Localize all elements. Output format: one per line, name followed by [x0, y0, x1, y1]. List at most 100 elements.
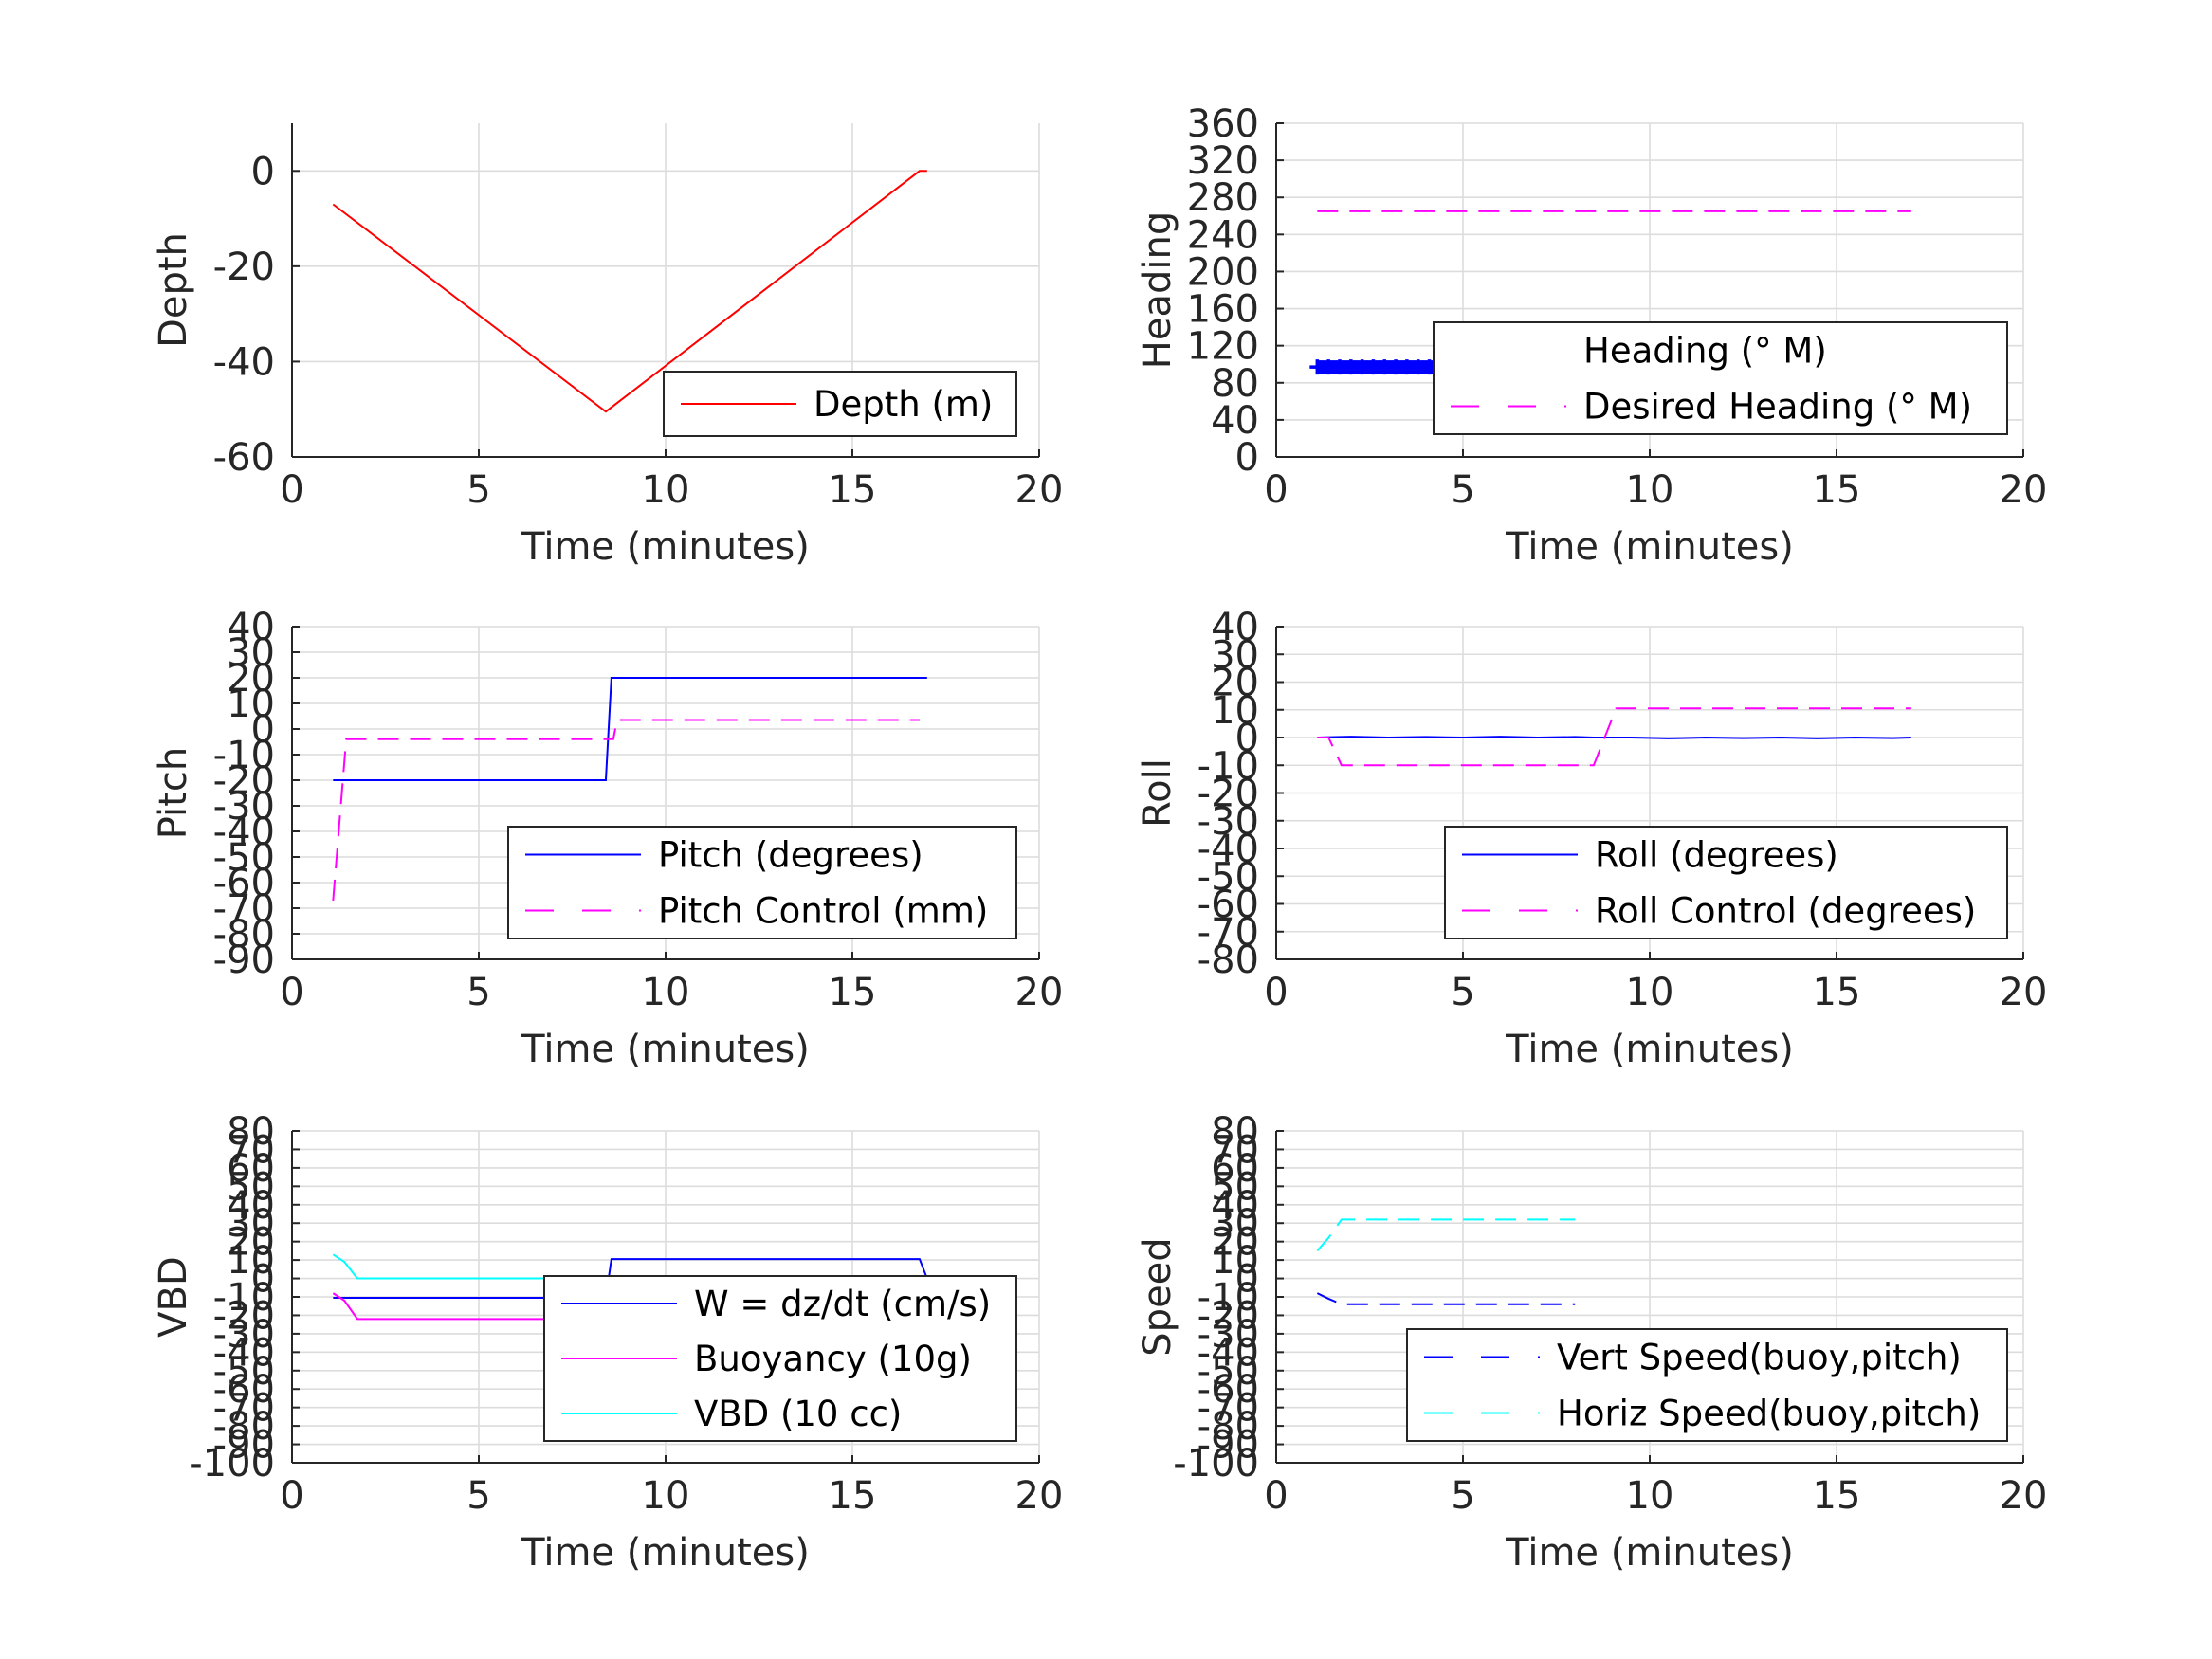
y-tick-label: -80 [213, 913, 275, 957]
y-tick-label: 120 [1187, 325, 1259, 369]
y-tick-label: -60 [213, 1368, 275, 1412]
series-line [1316, 1218, 1576, 1252]
legend: Pitch (degrees) Pitch Control (mm) [507, 826, 1017, 939]
series-line [332, 1253, 592, 1280]
y-tick-label: -40 [213, 340, 275, 384]
y-tick-label: -20 [213, 246, 275, 289]
x-tick-label: 10 [642, 1474, 690, 1518]
y-tick-label: -90 [1197, 1424, 1259, 1468]
x-axis-label: Time (minutes) [521, 1028, 810, 1071]
y-tick-label: -20 [1197, 1294, 1259, 1338]
subplot-4: 0 5 10 15 20-80-70-60-50-40-30-20-1001020304… [1136, 606, 2047, 1071]
y-tick-label: -100 [189, 1442, 275, 1486]
legend-label: Desired Heading (° M) [1583, 387, 1972, 428]
y-tick-label: 200 [1187, 250, 1259, 294]
y-tick-label: 0 [251, 1258, 275, 1302]
y-tick-label: 10 [1211, 689, 1259, 733]
y-tick-label: 50 [227, 1165, 275, 1209]
series-line [332, 719, 920, 901]
x-tick-label: 15 [829, 468, 877, 512]
x-tick-label: 20 [1015, 468, 1064, 512]
y-tick-label: 20 [1211, 1221, 1259, 1265]
x-tick-label: 15 [829, 1474, 877, 1518]
y-tick-label: -80 [213, 1405, 275, 1449]
x-tick-label: 5 [466, 971, 490, 1014]
subplot-3: 0 5 10 15 20-90-80-70-60-50-40-30-20-1001020… [152, 606, 1063, 1071]
x-axis-label: Time (minutes) [521, 1531, 810, 1575]
y-tick-label: -50 [213, 836, 275, 880]
series-line [1317, 707, 1911, 767]
y-tick-label: -100 [1173, 1442, 1259, 1486]
subplot-1: 0 5 10 15 20 -60 -40 -20 0 Time (minutes) Depth Dep… [152, 123, 1063, 569]
y-tick-label: 40 [227, 1184, 275, 1228]
y-tick-label: -60 [213, 436, 275, 480]
x-tick-label: 10 [642, 468, 690, 512]
subplot-6: 0 5 10 15 20-100-90-80-70-60-50-40-30-20-100… [1136, 1110, 2047, 1575]
x-axis-label: Time (minutes) [521, 525, 810, 569]
y-tick-label: 30 [227, 1202, 275, 1246]
x-tick-label: 10 [1626, 468, 1674, 512]
legend-label: Heading (° M) [1583, 331, 1827, 372]
y-tick-label: -10 [1197, 744, 1259, 788]
y-tick-label: 80 [1211, 362, 1259, 406]
x-tick-label: 5 [466, 468, 490, 512]
y-tick-label: -40 [213, 811, 275, 854]
x-tick-label: 0 [1264, 971, 1288, 1014]
legend-label: Horiz Speed(buoy,pitch) [1557, 1394, 1981, 1434]
y-tick-label: -70 [213, 1387, 275, 1431]
y-tick-label: 10 [227, 1239, 275, 1283]
y-tick-label: -40 [213, 1331, 275, 1375]
y-tick-label: 70 [227, 1128, 275, 1172]
legend-label: Buoyancy (10g) [694, 1339, 972, 1379]
x-tick-label: 10 [642, 971, 690, 1014]
series-line [1316, 1292, 1576, 1305]
y-tick-label: 0 [1235, 717, 1259, 760]
x-tick-label: 20 [2000, 468, 2048, 512]
y-tick-label: 160 [1187, 288, 1259, 332]
legend-box [1444, 826, 2008, 939]
legend-box [1406, 1328, 2008, 1442]
x-tick-label: 5 [466, 1474, 490, 1518]
x-tick-label: 10 [1626, 1474, 1674, 1518]
y-tick-label: -10 [213, 1276, 275, 1320]
y-tick-label: -20 [213, 759, 275, 803]
x-tick-label: 5 [1451, 1474, 1474, 1518]
x-tick-label: 15 [1813, 468, 1861, 512]
y-tick-label: 40 [1211, 1184, 1259, 1228]
x-axis-label: Time (minutes) [1505, 1531, 1794, 1575]
y-tick-label: 20 [227, 657, 275, 701]
y-tick-label: 240 [1187, 213, 1259, 257]
x-tick-label: 20 [2000, 971, 2048, 1014]
y-tick-label: -70 [213, 887, 275, 931]
y-tick-label: -50 [1197, 1350, 1259, 1394]
legend-box [1433, 321, 2008, 435]
y-tick-label: -90 [213, 939, 275, 982]
y-tick-label: -90 [213, 1424, 275, 1468]
y-axis-label: Heading [1136, 211, 1179, 369]
legend-label: Pitch Control (mm) [658, 891, 988, 932]
y-tick-label: 30 [1211, 633, 1259, 677]
y-axis-label: Speed [1136, 1237, 1179, 1356]
y-tick-label: -30 [1197, 800, 1259, 844]
x-tick-label: 15 [1813, 1474, 1861, 1518]
x-tick-label: 20 [1015, 971, 1064, 1014]
x-tick-label: 15 [829, 971, 877, 1014]
x-tick-label: 15 [1813, 971, 1861, 1014]
y-tick-label: 0 [251, 708, 275, 752]
y-axis-label: VBD [152, 1256, 195, 1338]
legend: Depth (m) [663, 371, 1017, 437]
y-tick-label: -60 [213, 862, 275, 905]
y-tick-label: -50 [1197, 855, 1259, 899]
legend: Vert Speed(buoy,pitch) Horiz Speed(buoy,p… [1406, 1328, 2008, 1442]
y-tick-label: 320 [1187, 139, 1259, 183]
y-tick-label: -30 [213, 1313, 275, 1357]
y-tick-label: 360 [1187, 102, 1259, 146]
y-tick-label: 10 [1211, 1239, 1259, 1283]
y-tick-label: -60 [1197, 884, 1259, 927]
x-tick-label: 5 [1451, 468, 1474, 512]
y-tick-label: -80 [1197, 1405, 1259, 1449]
legend-label: Depth (m) [814, 384, 993, 425]
y-tick-label: -30 [1197, 1313, 1259, 1357]
y-tick-label: -20 [1197, 773, 1259, 816]
